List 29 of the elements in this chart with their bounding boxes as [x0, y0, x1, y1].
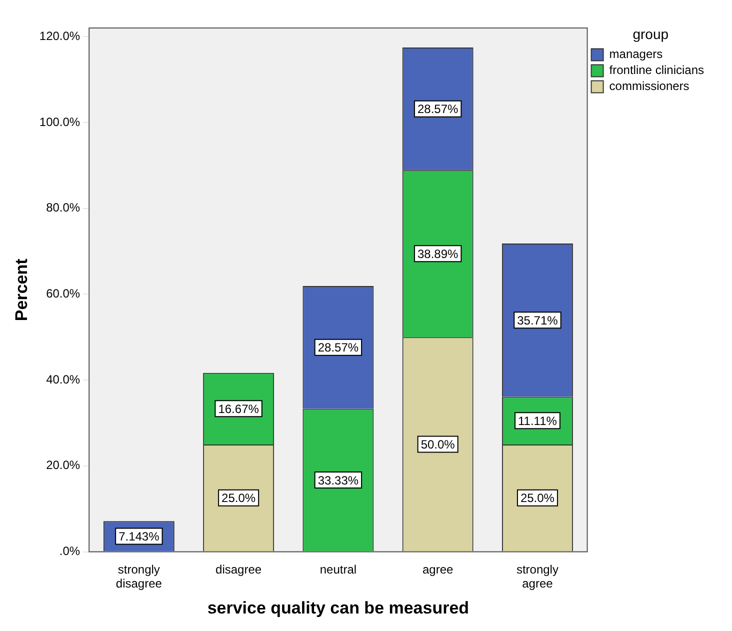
x-axis-title: service quality can be measured: [207, 598, 470, 618]
legend-label: commissioners: [609, 79, 690, 94]
data-label: 11.11%: [518, 414, 558, 428]
y-tick-label: 120.0%: [39, 28, 80, 43]
legend-label: managers: [609, 47, 663, 62]
y-tick-label: 100.0%: [39, 114, 80, 129]
data-label: 35.71%: [517, 313, 558, 328]
y-tick-label: 80.0%: [46, 200, 80, 215]
x-tick-label: disagree: [216, 562, 262, 576]
data-label: 28.57%: [417, 102, 459, 116]
data-label: 25.0%: [222, 491, 256, 506]
data-label: 25.0%: [520, 491, 555, 506]
data-label: 7.143%: [118, 530, 160, 544]
y-axis-title: Percent: [12, 258, 31, 322]
x-tick-label: strongly agree: [516, 562, 558, 591]
data-label: 16.67%: [218, 402, 260, 416]
x-tick-label: strongly disagree: [116, 562, 162, 591]
data-label: 38.89%: [417, 246, 459, 261]
data-label: 50.0%: [420, 438, 456, 452]
x-tick-label: agree: [422, 562, 454, 576]
y-tick-label: .0%: [59, 544, 80, 558]
data-label: 28.57%: [318, 340, 359, 355]
y-tick-label: 60.0%: [46, 286, 80, 301]
x-tick-label: neutral: [320, 562, 357, 576]
legend-label: frontline clinicians: [609, 63, 704, 78]
legend-title: group: [632, 26, 669, 42]
y-tick-label: 40.0%: [46, 372, 80, 386]
y-tick-label: 20.0%: [46, 458, 80, 472]
data-label: 33.33%: [318, 473, 359, 488]
